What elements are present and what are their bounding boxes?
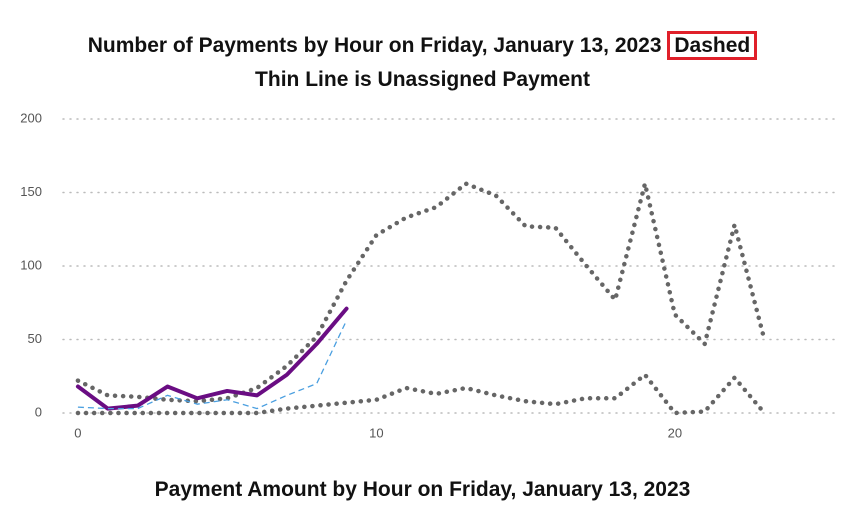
x-tick-label: 20 <box>668 425 682 440</box>
series-line <box>75 306 349 411</box>
x-tick-label: 0 <box>74 425 81 440</box>
y-tick-label: 150 <box>20 184 42 199</box>
y-tick-label: 100 <box>20 257 42 272</box>
chart-subtitle: Thin Line is Unassigned Payment <box>255 68 590 91</box>
chart-title: Number of Payments by Hour on Friday, Ja… <box>87 34 662 57</box>
y-tick-label: 50 <box>28 331 42 346</box>
x-tick-label: 10 <box>369 425 383 440</box>
title-highlight: Dashed <box>667 31 758 60</box>
series-line <box>75 181 767 404</box>
caption: Payment Amount by Hour on Friday, Januar… <box>154 478 691 501</box>
y-tick-label: 200 <box>20 110 42 125</box>
title-line: Number of Payments by Hour on Friday, Ja… <box>0 31 845 60</box>
y-tick-label: 0 <box>35 404 42 419</box>
series-line <box>77 320 348 410</box>
series-line <box>75 371 767 416</box>
